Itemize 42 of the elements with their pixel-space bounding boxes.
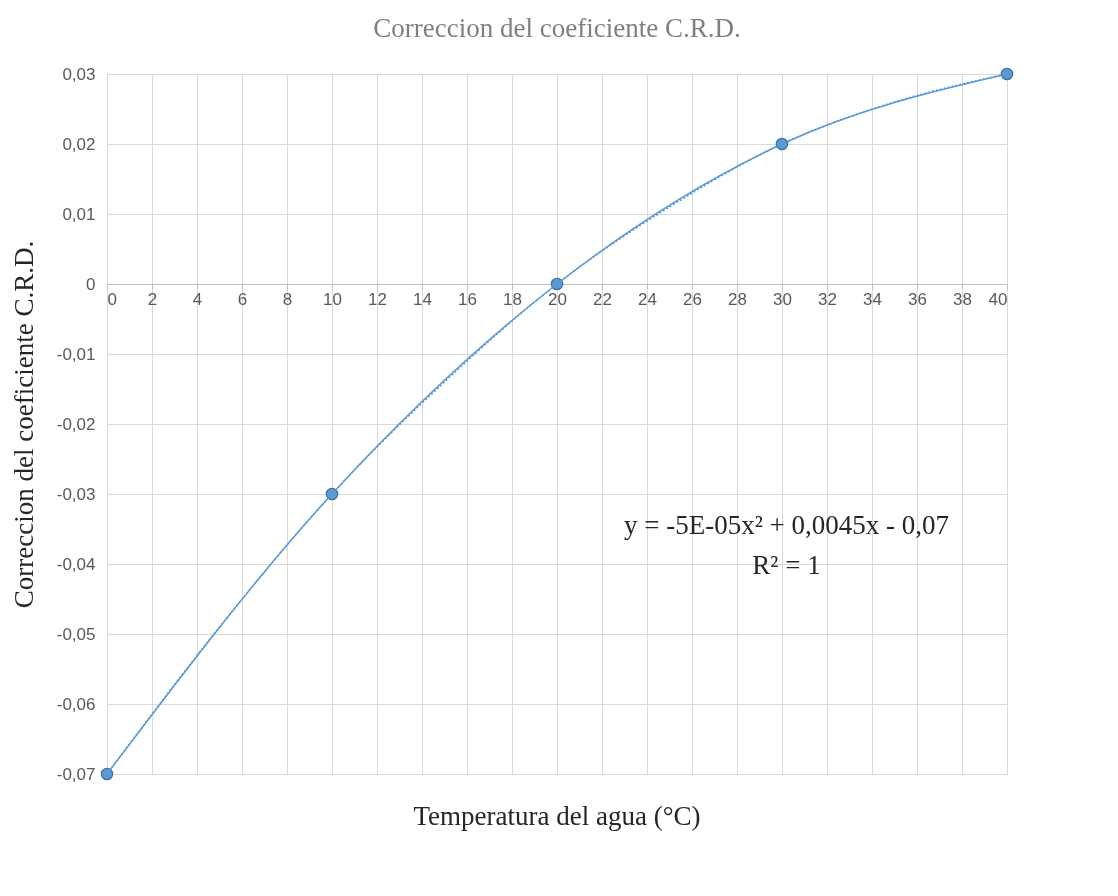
x-tick-label: 0 xyxy=(107,289,117,309)
point xyxy=(325,487,339,501)
point xyxy=(775,137,789,151)
x-tick-label: 4 xyxy=(192,289,203,309)
x-tick-label: 28 xyxy=(728,289,747,309)
point xyxy=(550,277,564,291)
y-tick-label: 0,02 xyxy=(62,134,96,154)
x-tick-label: 40 xyxy=(988,289,1008,309)
x-axis-title: Temperatura del agua (°C) xyxy=(413,801,701,831)
x-tick-label: 14 xyxy=(413,289,432,309)
y-tick-label: -0,04 xyxy=(56,554,96,574)
x-tick-label: 38 xyxy=(953,289,972,309)
y-tick-label: -0,05 xyxy=(56,624,96,644)
x-tick-label: 32 xyxy=(818,289,837,309)
y-tick-label: 0 xyxy=(86,274,96,294)
point xyxy=(1000,67,1014,81)
x-tick-label: 36 xyxy=(908,289,927,309)
y-tick-label: -0,07 xyxy=(56,764,96,784)
x-tick-label: 20 xyxy=(548,289,567,309)
chart-title: Correccion del coeficiente C.R.D. xyxy=(373,13,741,43)
y-tick-label: 0,03 xyxy=(62,64,96,84)
point xyxy=(100,767,114,781)
x-tick-label: 18 xyxy=(503,289,522,309)
x-tick-label: 8 xyxy=(282,289,293,309)
x-tick-label: 22 xyxy=(593,289,612,309)
y-axis-title: Correccion del coeficiente C.R.D. xyxy=(8,240,39,609)
y-tick-label: -0,03 xyxy=(56,484,96,504)
annotation: y = -5E-05x² + 0,0045x - 0,07 xyxy=(623,509,950,540)
x-tick-label: 34 xyxy=(863,289,882,309)
x-tick-label: 6 xyxy=(237,289,248,309)
y-tick-label: -0,06 xyxy=(56,694,96,714)
x-tick-label: 26 xyxy=(683,289,702,309)
x-tick-label: 10 xyxy=(323,289,342,309)
y-tick-label: -0,01 xyxy=(56,344,96,364)
y-tick-label: -0,02 xyxy=(56,414,96,434)
x-tick-label: 30 xyxy=(773,289,792,309)
y-tick-label: 0,01 xyxy=(62,204,96,224)
x-tick-label: 2 xyxy=(147,289,158,309)
x-tick-label: 12 xyxy=(368,289,387,309)
annotation: R² = 1 xyxy=(752,549,821,580)
x-tick-label: 24 xyxy=(638,289,657,309)
x-tick-label: 16 xyxy=(458,289,477,309)
